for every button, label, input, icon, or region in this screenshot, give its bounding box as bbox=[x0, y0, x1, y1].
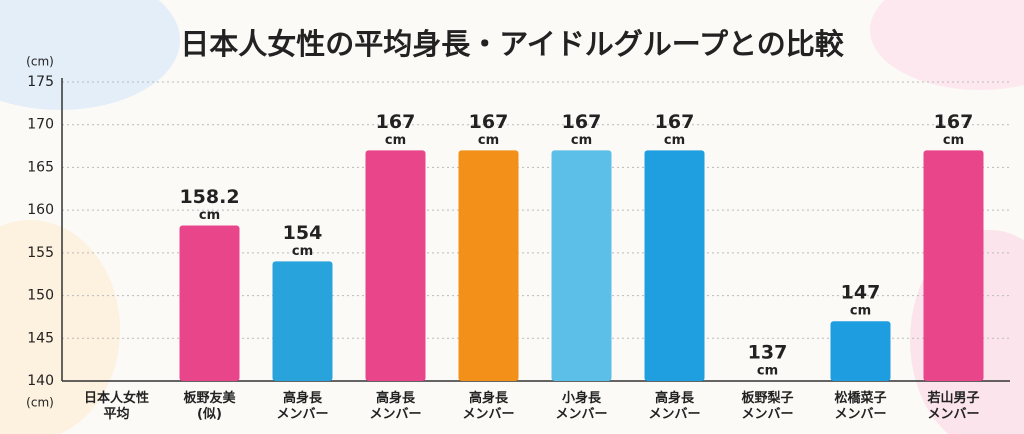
y-unit-label: (cm) bbox=[26, 55, 54, 69]
bar bbox=[179, 225, 240, 381]
value-unit: cm bbox=[943, 133, 964, 148]
bar bbox=[551, 150, 612, 381]
value-label: 167 bbox=[934, 111, 974, 133]
bar bbox=[923, 150, 984, 381]
bar bbox=[272, 261, 333, 381]
value-unit: cm bbox=[571, 133, 592, 148]
x-tick-label: 小身長 メンバー bbox=[555, 391, 608, 422]
value-unit: cm bbox=[385, 133, 406, 148]
x-tick-label: 板野梨子 メンバー bbox=[741, 391, 794, 422]
background-blob bbox=[870, 0, 1024, 90]
value-label: 137 bbox=[748, 342, 788, 364]
value-label: 167 bbox=[655, 111, 695, 133]
x-tick-label: 高身長 メンバー bbox=[462, 391, 515, 422]
x-tick-label: 高身長 メンバー bbox=[648, 391, 701, 422]
x-tick-label: 高身長 メンバー bbox=[276, 391, 329, 422]
x-tick-label: 松橋菜子 メンバー bbox=[834, 391, 887, 422]
x-tick-label: 板野友美 (似) bbox=[183, 391, 236, 422]
bar bbox=[830, 321, 891, 381]
bar bbox=[365, 150, 426, 381]
value-label: 167 bbox=[562, 111, 602, 133]
y-unit-label: (cm) bbox=[26, 396, 54, 410]
chart-title: 日本人女性の平均身長・アイドルグループとの比較 bbox=[180, 27, 845, 61]
y-tick-label: 155 bbox=[27, 245, 54, 261]
y-tick-label: 140 bbox=[27, 373, 54, 389]
y-tick-label: 170 bbox=[27, 117, 54, 133]
value-unit: cm bbox=[664, 133, 685, 148]
y-tick-label: 150 bbox=[27, 288, 54, 304]
bar bbox=[458, 150, 519, 381]
value-label: 154 bbox=[283, 222, 323, 244]
y-tick-label: 160 bbox=[27, 202, 54, 218]
x-tick-label: 若山男子 メンバー bbox=[927, 391, 980, 422]
y-tick-label: 145 bbox=[27, 330, 54, 346]
value-unit: cm bbox=[292, 244, 313, 259]
value-label: 158.2 bbox=[179, 186, 239, 208]
value-unit: cm bbox=[850, 304, 871, 319]
value-unit: cm bbox=[199, 208, 220, 223]
value-label: 167 bbox=[469, 111, 509, 133]
value-label: 167 bbox=[376, 111, 416, 133]
value-unit: cm bbox=[757, 364, 778, 379]
x-tick-label: 高身長 メンバー bbox=[369, 391, 422, 422]
value-unit: cm bbox=[478, 133, 499, 148]
y-tick-label: 165 bbox=[27, 159, 54, 175]
background-blob bbox=[0, 0, 180, 110]
value-label: 147 bbox=[841, 282, 881, 304]
y-tick-label: 175 bbox=[27, 74, 54, 90]
bar bbox=[644, 150, 705, 381]
x-tick-label: 日本人女性 平均 bbox=[83, 391, 149, 422]
